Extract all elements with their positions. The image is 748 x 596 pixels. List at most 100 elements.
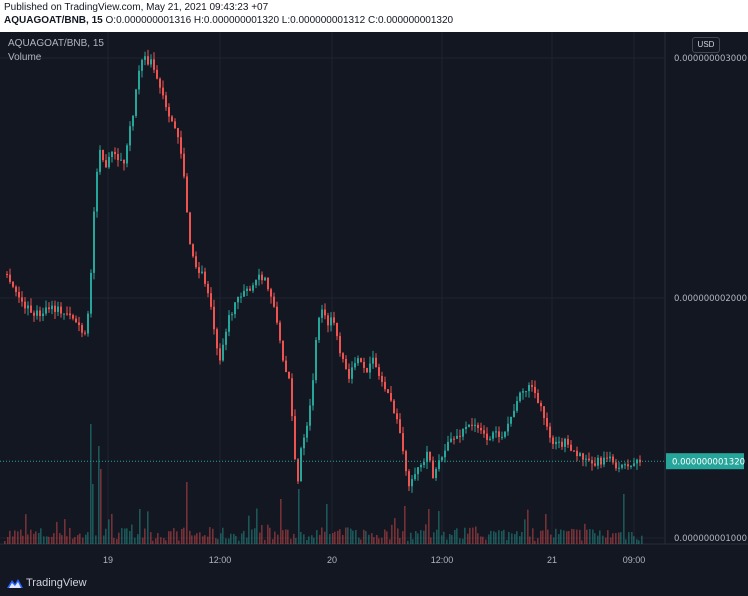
candle-body: [597, 457, 599, 466]
candle-body: [90, 272, 92, 314]
candle-body: [492, 432, 494, 439]
volume-bar: [217, 539, 219, 544]
candle-body: [99, 149, 101, 172]
candle-body: [363, 361, 365, 368]
volume-bar: [462, 538, 464, 544]
chart-symbol-label: AQUAGOAT/BNB, 15: [8, 38, 104, 49]
volume-bar: [334, 531, 336, 544]
candle-body: [429, 451, 431, 461]
candle-body: [537, 392, 539, 403]
candle-body: [300, 448, 302, 482]
volume-bar: [332, 533, 334, 544]
volume-bar: [469, 527, 471, 544]
currency-badge[interactable]: USD: [692, 37, 720, 53]
volume-bar: [95, 535, 97, 544]
tradingview-logo-icon[interactable]: [6, 576, 24, 590]
candle-body: [450, 438, 452, 442]
candle-body: [210, 293, 212, 307]
candle-body: [246, 288, 248, 291]
volume-bar: [597, 535, 599, 544]
y-tick-label: 0.000000003000: [674, 54, 747, 64]
candle-body: [393, 400, 395, 414]
volume-bar: [350, 528, 352, 544]
candle-body: [111, 151, 113, 157]
volume-bar: [529, 536, 531, 544]
candle-body: [342, 353, 344, 359]
volume-bar: [228, 538, 230, 544]
candle-body: [366, 367, 368, 373]
volume-bar: [618, 532, 620, 544]
volume-bar: [365, 531, 367, 544]
chart-panel[interactable]: 0.000000003000 0.000000002000 0.0000000010…: [0, 32, 748, 572]
volume-bar: [64, 519, 66, 544]
low-label: L:: [281, 15, 291, 26]
volume-bar: [113, 537, 115, 544]
volume-bar: [339, 529, 341, 544]
candle-body: [465, 426, 467, 429]
volume-bar: [438, 511, 440, 544]
volume-bar: [199, 532, 201, 544]
tradingview-brand[interactable]: TradingView: [26, 577, 87, 589]
volume-bar: [420, 530, 422, 544]
volume-bar: [100, 469, 102, 544]
candle-body: [633, 463, 635, 466]
candle-body: [9, 274, 11, 282]
volume-bar: [631, 531, 633, 544]
volume-bar: [4, 540, 6, 544]
volume-bar: [638, 540, 640, 544]
volume-bar: [373, 537, 375, 544]
volume-bar: [285, 529, 287, 544]
candle-body: [483, 430, 485, 434]
price-chart[interactable]: 0.000000003000 0.000000002000 0.0000000010…: [0, 32, 748, 572]
candle-body: [495, 431, 497, 433]
ohlc-line: AQUAGOAT/BNB, 15 O:0.000000001316 H:0.00…: [4, 15, 453, 26]
volume-bar: [261, 525, 263, 544]
candle-body: [360, 358, 362, 362]
candle-body: [57, 306, 59, 312]
volume-bar: [506, 540, 508, 544]
volume-bar: [17, 531, 19, 544]
candle-body: [447, 441, 449, 451]
volume-bar: [181, 528, 183, 544]
volume-bar: [443, 531, 445, 544]
volume-bar: [9, 530, 11, 544]
x-tick-label: 12:00: [209, 555, 232, 565]
volume-bar: [272, 539, 274, 544]
candle-body: [303, 437, 305, 449]
volume-bar: [35, 531, 37, 544]
volume-bar: [454, 529, 456, 544]
volume-bar: [495, 532, 497, 544]
candle-body: [102, 149, 104, 161]
candle-body: [453, 438, 455, 440]
candle-body: [591, 460, 593, 464]
volume-bar: [425, 524, 427, 544]
volume-bar: [311, 535, 313, 544]
volume-bar: [246, 537, 248, 544]
candle-body: [480, 428, 482, 431]
volume-bar: [514, 534, 516, 544]
volume-bar: [137, 534, 139, 544]
candle-body: [156, 69, 158, 79]
volume-bar: [573, 529, 575, 544]
volume-bar: [287, 529, 289, 544]
candle-body: [228, 315, 230, 332]
candle-body: [261, 274, 263, 281]
x-tick-label: 09:00: [623, 555, 646, 565]
volume-bar: [46, 536, 48, 544]
candle-body: [27, 305, 29, 309]
volume-bar: [394, 518, 396, 544]
volume-bar: [342, 534, 344, 544]
candle-body: [525, 391, 527, 393]
candle-body: [78, 322, 80, 326]
volume-bar: [295, 538, 297, 544]
volume-bar: [235, 535, 237, 544]
volume-bar: [441, 535, 443, 544]
candle-body: [93, 211, 95, 273]
volume-bar: [423, 530, 425, 544]
candle-body: [501, 436, 503, 438]
candle-body: [60, 306, 62, 314]
volume-bar: [537, 538, 539, 544]
volume-bar: [410, 532, 412, 544]
candle-body: [564, 438, 566, 447]
x-tick-label: 21: [547, 555, 557, 565]
